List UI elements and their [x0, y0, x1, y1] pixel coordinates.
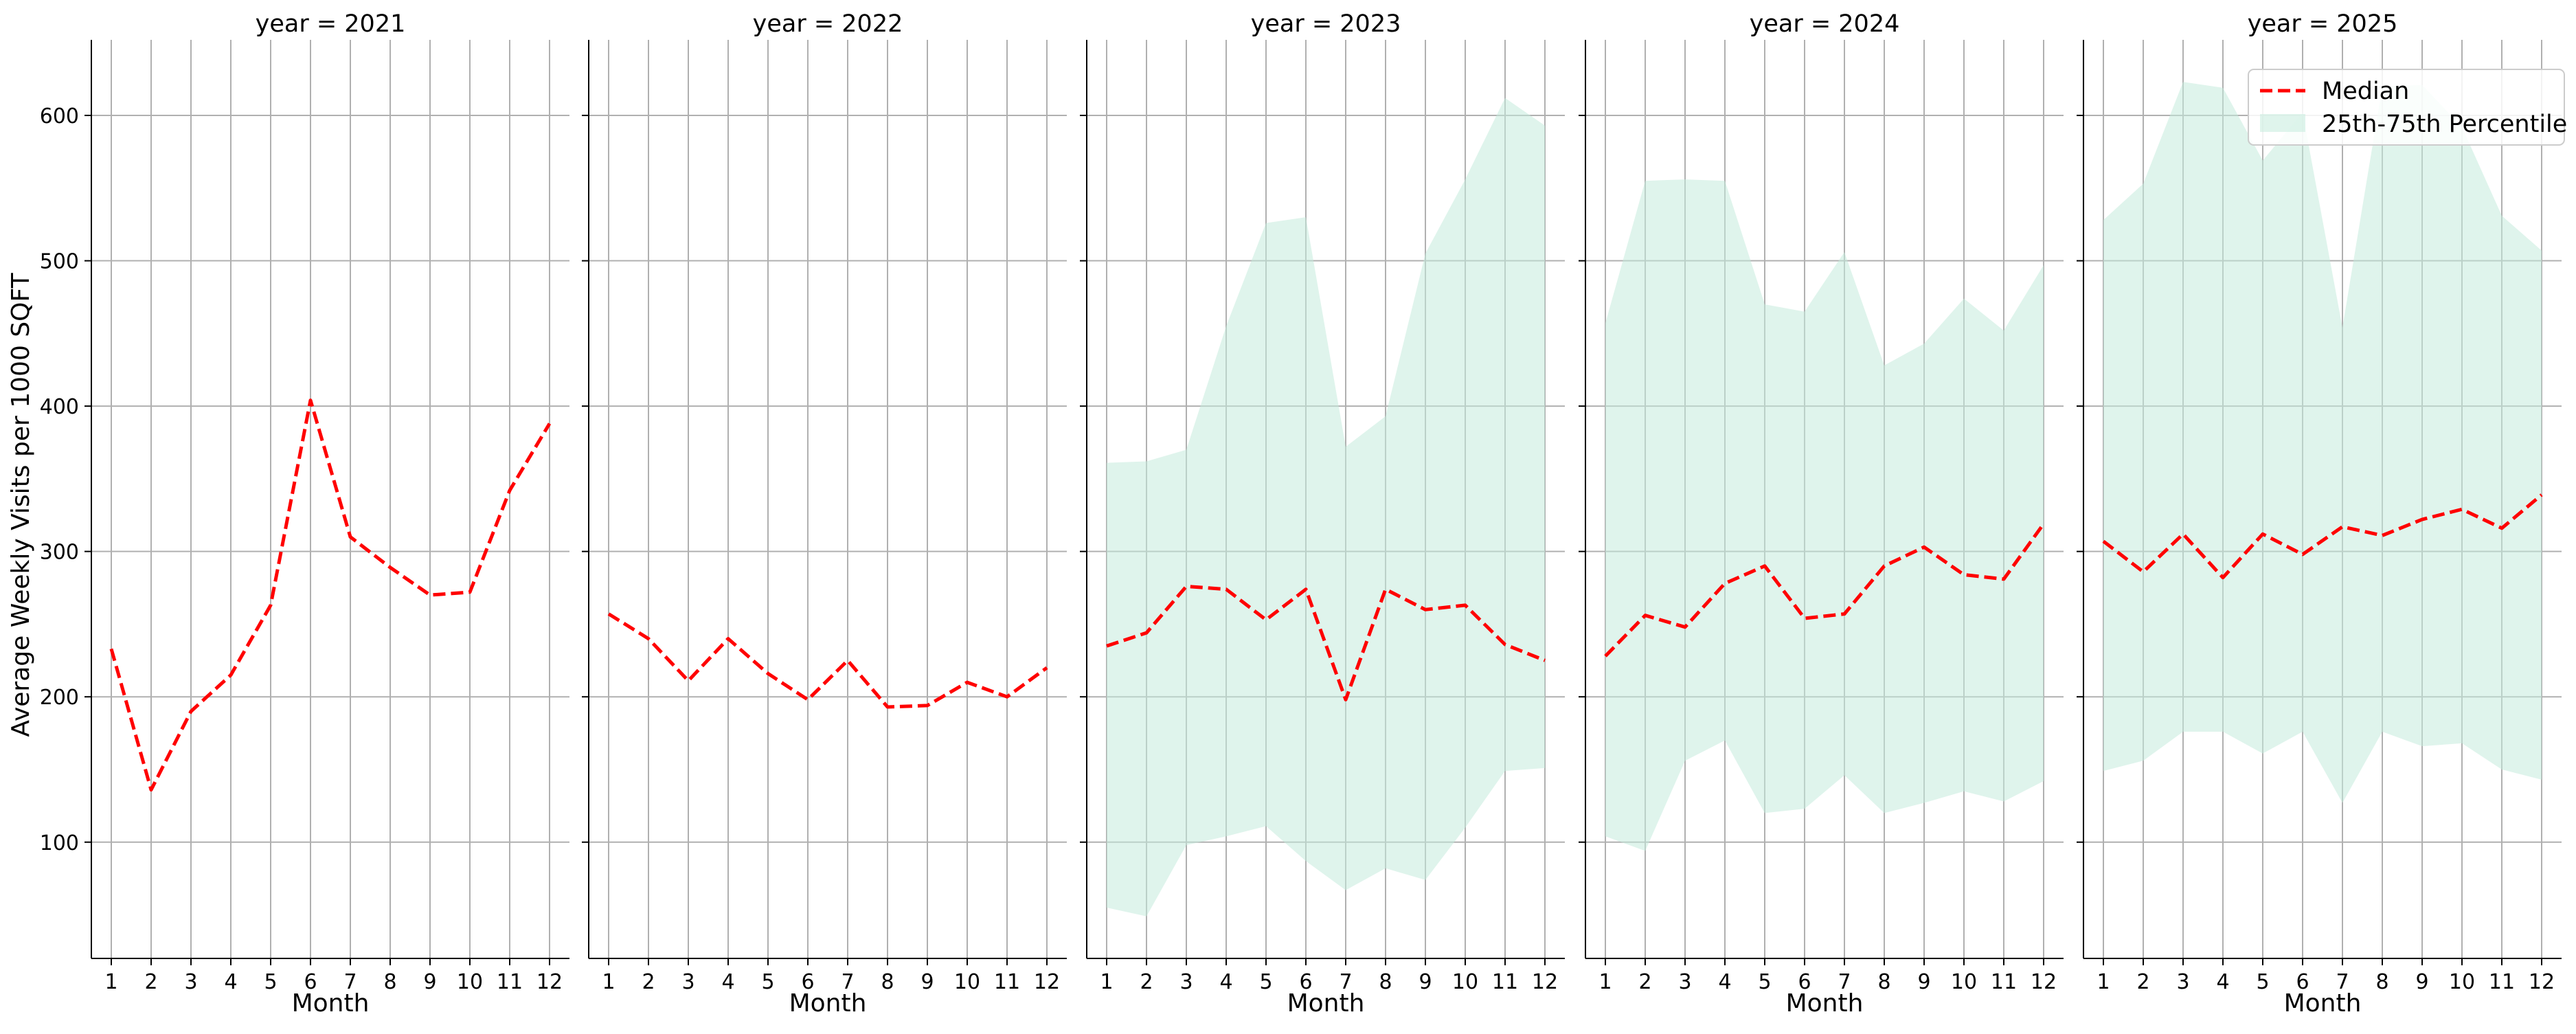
- panel-title: year = 2025: [2248, 10, 2398, 38]
- x-tick-label: 4: [224, 970, 237, 994]
- x-tick-label: 10: [457, 970, 483, 994]
- x-tick-label: 9: [2415, 970, 2428, 994]
- x-axis-label: Month: [292, 989, 370, 1018]
- y-tick-label: 500: [40, 250, 79, 274]
- x-tick-label: 11: [2489, 970, 2515, 994]
- x-tick-label: 10: [1452, 970, 1478, 994]
- x-tick-label: 5: [264, 970, 277, 994]
- x-tick-label: 7: [1339, 970, 1352, 994]
- legend-frame: [2248, 69, 2565, 146]
- x-tick-label: 6: [304, 970, 317, 994]
- y-tick-label: 600: [40, 104, 79, 128]
- y-tick-label: 200: [40, 686, 79, 710]
- panel-title: year = 2023: [1251, 10, 1401, 38]
- x-tick-label: 2: [144, 970, 157, 994]
- x-tick-label: 5: [2256, 970, 2269, 994]
- x-tick-label: 12: [536, 970, 563, 994]
- x-tick-label: 9: [920, 970, 934, 994]
- x-tick-label: 3: [2176, 970, 2189, 994]
- panel-title: year = 2022: [753, 10, 903, 38]
- x-tick-label: 1: [104, 970, 117, 994]
- legend-band-label: 25th-75th Percentile: [2322, 111, 2567, 138]
- x-tick-label: 5: [1259, 970, 1272, 994]
- x-tick-label: 8: [881, 970, 894, 994]
- median-line: [2102, 493, 2543, 580]
- x-tick-label: 6: [1299, 970, 1312, 994]
- panel-title: year = 2024: [1750, 10, 1900, 38]
- x-tick-label: 11: [497, 970, 523, 994]
- x-tick-label: 12: [2529, 970, 2555, 994]
- x-tick-label: 10: [1951, 970, 1977, 994]
- x-tick-label: 1: [1100, 970, 1113, 994]
- x-tick-label: 12: [1532, 970, 1558, 994]
- x-tick-label: 11: [1991, 970, 2017, 994]
- x-tick-label: 6: [801, 970, 814, 994]
- x-tick-label: 6: [1798, 970, 1811, 994]
- median-line: [607, 612, 1048, 709]
- x-tick-label: 3: [1179, 970, 1193, 994]
- x-tick-label: 10: [2449, 970, 2475, 994]
- legend-median-label: Median: [2322, 78, 2409, 105]
- legend-band-swatch: [2260, 114, 2305, 132]
- x-tick-label: 5: [1758, 970, 1771, 994]
- x-tick-label: 3: [681, 970, 694, 994]
- x-tick-label: 7: [2336, 970, 2349, 994]
- y-tick-label: 100: [40, 831, 79, 855]
- x-tick-label: 1: [602, 970, 615, 994]
- panel-title: year = 2021: [256, 10, 406, 38]
- percentile-band: [1605, 179, 2044, 851]
- y-axis-label: Average Weekly Visits per 1000 SQFT: [7, 272, 35, 737]
- x-axis-label: Month: [789, 989, 867, 1018]
- x-tick-label: 9: [1419, 970, 1432, 994]
- x-tick-label: 8: [1379, 970, 1392, 994]
- median-line: [1604, 523, 2046, 658]
- x-tick-label: 4: [2216, 970, 2229, 994]
- legend: Median 25th-75th Percentile: [2248, 69, 2567, 146]
- x-tick-label: 6: [2296, 970, 2309, 994]
- x-tick-label: 5: [761, 970, 774, 994]
- x-tick-label: 9: [423, 970, 436, 994]
- x-tick-label: 1: [1598, 970, 1612, 994]
- x-tick-label: 11: [994, 970, 1020, 994]
- x-tick-label: 9: [1917, 970, 1930, 994]
- x-tick-label: 7: [1838, 970, 1851, 994]
- x-tick-label: 2: [2136, 970, 2149, 994]
- x-tick-label: 2: [1140, 970, 1153, 994]
- x-tick-label: 11: [1492, 970, 1518, 994]
- x-tick-label: 7: [343, 970, 357, 994]
- x-tick-label: 3: [184, 970, 197, 994]
- x-tick-label: 4: [1718, 970, 1731, 994]
- median-line: [1106, 584, 1546, 701]
- x-tick-label: 7: [841, 970, 854, 994]
- x-axis-label: Month: [1786, 989, 1864, 1018]
- x-tick-label: 8: [2375, 970, 2388, 994]
- x-tick-label: 3: [1678, 970, 1691, 994]
- x-tick-label: 1: [2097, 970, 2110, 994]
- x-tick-label: 4: [1219, 970, 1232, 994]
- x-axis-label: Month: [1287, 989, 1365, 1018]
- y-tick-label: 300: [40, 541, 79, 565]
- x-tick-label: 8: [383, 970, 396, 994]
- x-tick-label: 2: [1638, 970, 1651, 994]
- x-tick-label: 12: [1034, 970, 1060, 994]
- x-axis-label: Month: [2284, 989, 2362, 1018]
- percentile-band: [2103, 82, 2542, 803]
- x-tick-label: 4: [721, 970, 734, 994]
- x-tick-label: 2: [642, 970, 655, 994]
- x-tick-label: 12: [2031, 970, 2057, 994]
- y-tick-label: 400: [40, 395, 79, 419]
- x-tick-label: 8: [1877, 970, 1890, 994]
- median-line: [109, 398, 552, 792]
- percentile-band: [1107, 98, 1545, 917]
- x-tick-label: 10: [954, 970, 980, 994]
